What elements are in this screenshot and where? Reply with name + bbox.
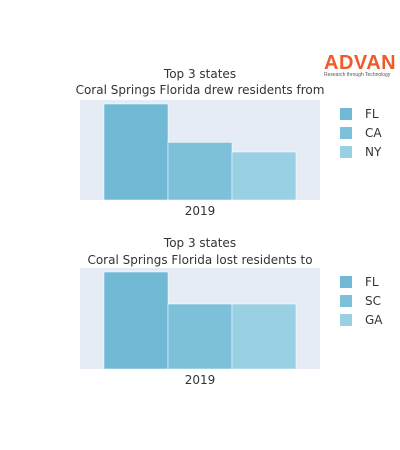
chart-subtitle: Coral Springs Florida lost residents to: [87, 253, 312, 267]
bar-sc[interactable]: [167, 303, 233, 370]
bar-ga[interactable]: [231, 303, 297, 370]
chart-top-origins: Top 3 states Coral Springs Florida drew …: [76, 67, 383, 218]
x-tick-label: 2019: [185, 204, 216, 218]
chart-top-destinations: Top 3 states Coral Springs Florida lost …: [80, 236, 383, 387]
legend-label-fl[interactable]: FL: [365, 107, 379, 121]
legend-swatch-fl[interactable]: [340, 276, 352, 288]
bar-ca[interactable]: [167, 142, 233, 201]
legend-swatch-ca[interactable]: [340, 127, 352, 139]
bar-group: [103, 271, 297, 370]
legend-swatch-fl[interactable]: [340, 108, 352, 120]
logo-tagline: Research through Technology: [324, 72, 391, 78]
logo-brand-text: ADVAN: [324, 52, 397, 74]
legend-swatch-ny[interactable]: [340, 146, 352, 158]
legend-swatch-sc[interactable]: [340, 295, 352, 307]
x-tick-label: 2019: [185, 373, 216, 387]
advan-logo: ADVAN Research through Technology: [324, 52, 397, 78]
chart-title: Top 3 states: [163, 67, 236, 81]
chart-subtitle: Coral Springs Florida drew residents fro…: [76, 83, 325, 97]
bar-fl[interactable]: [103, 271, 169, 370]
legend: FL CA NY: [340, 107, 382, 159]
bar-ny[interactable]: [231, 151, 297, 201]
chart-title: Top 3 states: [163, 236, 236, 250]
legend-label-sc[interactable]: SC: [365, 294, 381, 308]
bar-group: [103, 103, 297, 201]
legend-swatch-ga[interactable]: [340, 314, 352, 326]
legend-label-ny[interactable]: NY: [365, 145, 382, 159]
bar-fl[interactable]: [103, 103, 169, 201]
legend-label-ga[interactable]: GA: [365, 313, 383, 327]
legend-label-fl[interactable]: FL: [365, 275, 379, 289]
legend: FL SC GA: [340, 275, 383, 327]
legend-label-ca[interactable]: CA: [365, 126, 382, 140]
